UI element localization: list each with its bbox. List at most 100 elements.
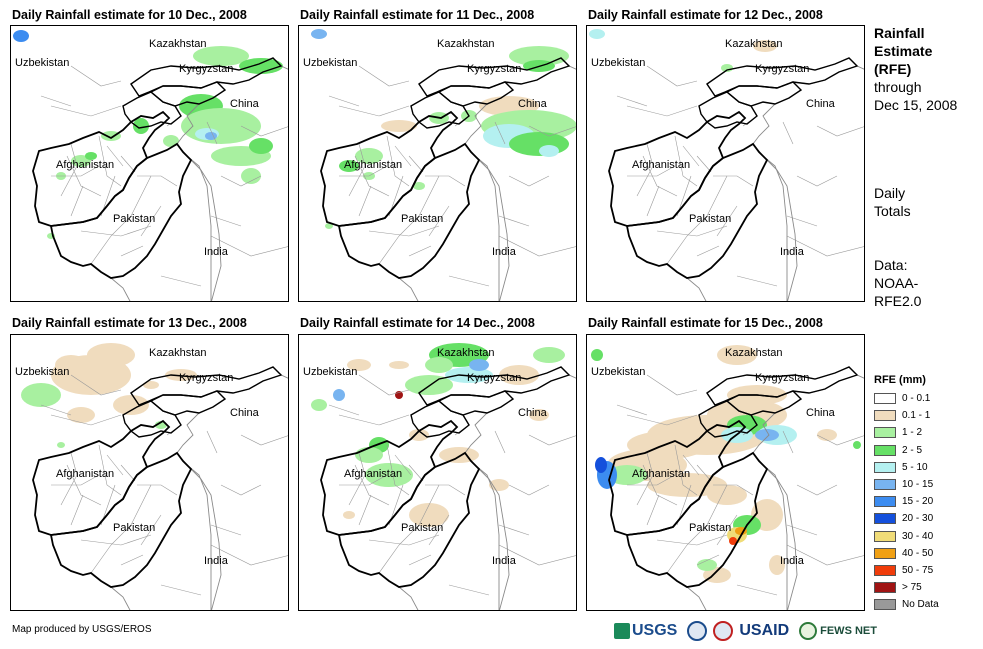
rainfall-area (163, 135, 179, 147)
province-line (106, 454, 124, 476)
rainfall-area (311, 29, 327, 39)
rainfall-area (113, 395, 149, 415)
province-line (51, 474, 100, 486)
legend-item: 20 - 30 (874, 510, 939, 527)
rainfall-area (717, 345, 757, 365)
legend-label: No Data (902, 599, 939, 611)
province-line (408, 554, 432, 566)
rainfall-area (539, 145, 559, 157)
province-line (98, 135, 122, 187)
province-line (716, 205, 738, 237)
province-line (240, 434, 288, 446)
province-line (160, 275, 202, 287)
rainfall-area (143, 381, 159, 389)
province-line (398, 175, 440, 237)
map-credit: Map produced by USGS/EROS (12, 624, 152, 635)
nws-seal-icon (713, 621, 734, 641)
tajikistan-region-border (410, 400, 470, 438)
province-line (736, 275, 778, 287)
legend-swatch (874, 547, 896, 559)
province-line (358, 185, 372, 217)
country-label-kazakhstan: Kazakhstan (437, 347, 494, 359)
country-label-india: India (780, 246, 805, 258)
province-boundaries (40, 65, 288, 287)
province-line (40, 95, 72, 107)
province-line (674, 135, 698, 187)
legend-label: > 75 (902, 582, 922, 594)
map-panel-10-dec: Kazakhstan Uzbekistan Kyrgyzstan China Afgha… (10, 25, 289, 302)
country-label-uzbekistan: Uzbekistan (15, 57, 69, 69)
rainfall-area (529, 409, 549, 421)
country-label-pakistan: Pakistan (401, 213, 443, 225)
side-daily: Daily Totals (874, 184, 911, 220)
rainfall-area (439, 447, 479, 463)
province-line (636, 143, 654, 197)
province-line (686, 484, 728, 546)
province-line (498, 524, 530, 536)
rainfall-area (533, 347, 565, 363)
province-line (220, 484, 262, 496)
province-line (140, 205, 162, 237)
side-through-line1: through (874, 79, 922, 95)
rainfall-area (413, 182, 425, 190)
pakistan-border (625, 451, 769, 588)
province-line (137, 175, 178, 187)
province-line (358, 374, 410, 396)
province-line (358, 494, 372, 526)
province-line (696, 245, 720, 257)
rainfall-area (755, 429, 779, 441)
legend-item: 10 - 15 (874, 476, 939, 493)
province-line (386, 135, 410, 187)
rainfall-layer (13, 30, 283, 239)
rainfall-area (595, 457, 607, 473)
province-line (90, 235, 112, 265)
country-label-india: India (780, 555, 805, 567)
country-label-kazakhstan: Kazakhstan (149, 38, 206, 50)
province-line (80, 225, 152, 237)
province-line (206, 121, 218, 145)
legend-swatch (874, 564, 896, 576)
legend-label: 0.1 - 1 (902, 410, 931, 422)
side-data-line2: NOAA- (874, 275, 919, 291)
province-line (686, 175, 728, 237)
map-panel-15-dec: Kazakhstan Uzbekistan Kyrgyzstan China Afgha… (586, 334, 865, 611)
rainfall-area (101, 131, 121, 141)
rainfall-area (13, 30, 29, 42)
province-boundaries (40, 374, 288, 596)
province-boundaries (616, 65, 864, 287)
rainfall-area (697, 559, 717, 571)
rainfall-area (67, 407, 95, 423)
rainfall-area (591, 349, 603, 361)
province-line (40, 404, 72, 416)
province-line (626, 414, 698, 426)
side-title-line3: (RFE) (874, 61, 912, 77)
province-line (646, 65, 698, 87)
side-data-source: Data: NOAA- RFE2.0 (874, 256, 921, 310)
province-line (206, 430, 218, 454)
province-line (354, 464, 390, 506)
country-label-pakistan: Pakistan (689, 213, 731, 225)
province-line (646, 185, 660, 217)
province-line (425, 175, 466, 187)
globe-icon (799, 622, 818, 640)
country-label-uzbekistan: Uzbekistan (591, 366, 645, 378)
province-line (786, 235, 864, 257)
province-line (328, 404, 360, 416)
pakistan-border (49, 142, 193, 279)
country-label-kyrgyzstan: Kyrgyzstan (467, 63, 521, 75)
country-label-pakistan: Pakistan (401, 522, 443, 534)
country-label-india: India (492, 555, 517, 567)
rainfall-area (425, 357, 453, 373)
province-boundaries (328, 374, 576, 596)
agency-logos: USGS USAID FEWS NET (614, 618, 877, 644)
country-label-afghanistan: Afghanistan (56, 468, 114, 480)
rainfall-area (753, 40, 777, 52)
province-line (713, 484, 754, 496)
rainfall-area (165, 369, 197, 381)
country-label-kyrgyzstan: Kyrgyzstan (179, 63, 233, 75)
side-daily-line1: Daily (874, 185, 906, 201)
province-line (386, 444, 410, 496)
rainfall-area (241, 168, 261, 184)
country-label-afghanistan: Afghanistan (632, 159, 690, 171)
side-title-line2: Estimate (874, 43, 933, 59)
